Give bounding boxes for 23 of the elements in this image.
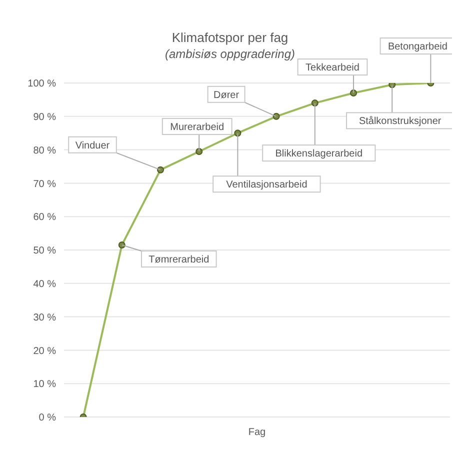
annotation: Dører <box>214 90 240 101</box>
y-tick-label: 20 % <box>33 346 56 357</box>
y-tick-label: 70 % <box>33 178 56 190</box>
annotation: Murerarbeid <box>170 122 224 133</box>
annotation: Blikkenslagerarbeid <box>275 148 363 160</box>
annotation: Vinduer <box>75 140 110 152</box>
y-tick-label: 40 % <box>33 278 56 290</box>
y-tick-label: 30 % <box>33 312 56 324</box>
y-tick-label: 0 % <box>38 412 56 424</box>
chart-subtitle: (ambisiøs oppgradering) <box>164 47 296 61</box>
y-tick-label: 100 % <box>28 78 56 90</box>
annotation: Tømrerarbeid <box>148 254 210 266</box>
y-tick-label: 10 % <box>33 379 56 390</box>
y-tick-label: 50 % <box>33 246 56 257</box>
text: Tekkearbeid <box>306 62 360 74</box>
y-tick-label: 80 % <box>33 145 56 156</box>
chart-title: Klimafotspor per fag <box>172 30 288 45</box>
text: Betongarbeid <box>388 42 448 52</box>
x-axis-title: Fag <box>248 427 266 438</box>
annotation: Stålkonstruksjoner <box>358 115 442 128</box>
y-tick-label: 90 % <box>33 112 56 123</box>
y-tick-label: 60 % <box>33 212 56 224</box>
annotation: Ventilasjonsarbeid <box>226 180 308 191</box>
